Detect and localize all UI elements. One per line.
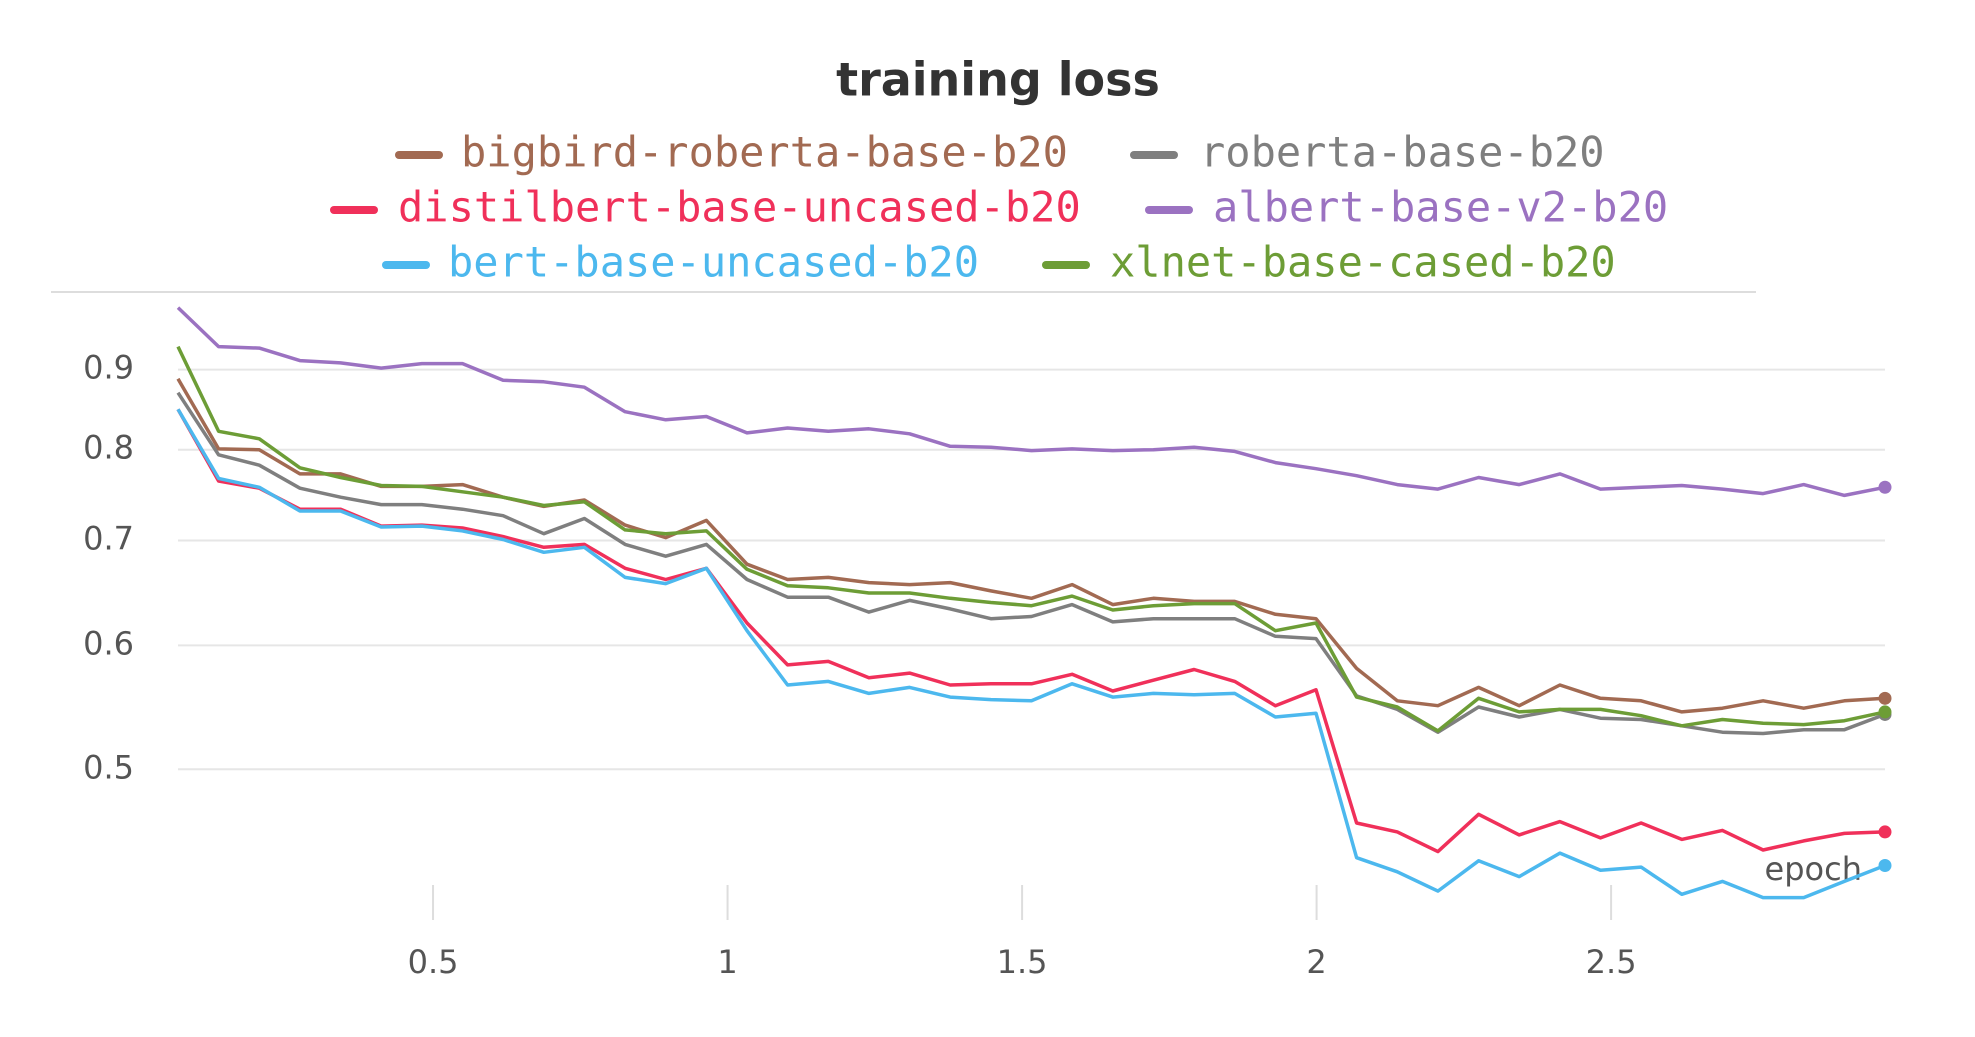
end-point: [1878, 480, 1892, 494]
y-tick-label: 0.5: [83, 748, 134, 786]
end-point: [1878, 825, 1892, 839]
y-tick-label: 0.9: [83, 349, 134, 387]
legend-label: roberta-base-b20: [1200, 128, 1605, 177]
legend-label: xlnet-base-cased-b20: [1110, 238, 1616, 287]
x-tick-label: 1: [717, 943, 737, 981]
x-tick-label: 2.5: [1586, 943, 1637, 981]
legend-label: distilbert-base-uncased-b20: [398, 183, 1081, 232]
line: [176, 377, 1886, 714]
end-point: [1878, 691, 1892, 705]
x-tick-label: 0.5: [408, 943, 459, 981]
chart-title: training loss: [836, 53, 1160, 107]
legend-label: bigbird-roberta-base-b20: [461, 128, 1068, 177]
end-point: [1878, 859, 1892, 873]
x-tick-label: 1.5: [997, 943, 1048, 981]
legend-label: bert-base-uncased-b20: [448, 238, 979, 287]
line: [176, 408, 1886, 854]
x-tick-label: 2: [1306, 943, 1326, 981]
line: [176, 408, 1886, 900]
y-tick-label: 0.8: [83, 429, 134, 467]
line: [176, 345, 1886, 733]
line: [176, 391, 1886, 736]
legend-label: albert-base-v2-b20: [1213, 183, 1668, 232]
end-point: [1878, 705, 1892, 719]
line: [176, 306, 1886, 498]
y-tick-label: 0.7: [83, 520, 134, 558]
y-tick-label: 0.6: [83, 624, 134, 662]
x-axis-label: epoch: [1765, 850, 1862, 888]
